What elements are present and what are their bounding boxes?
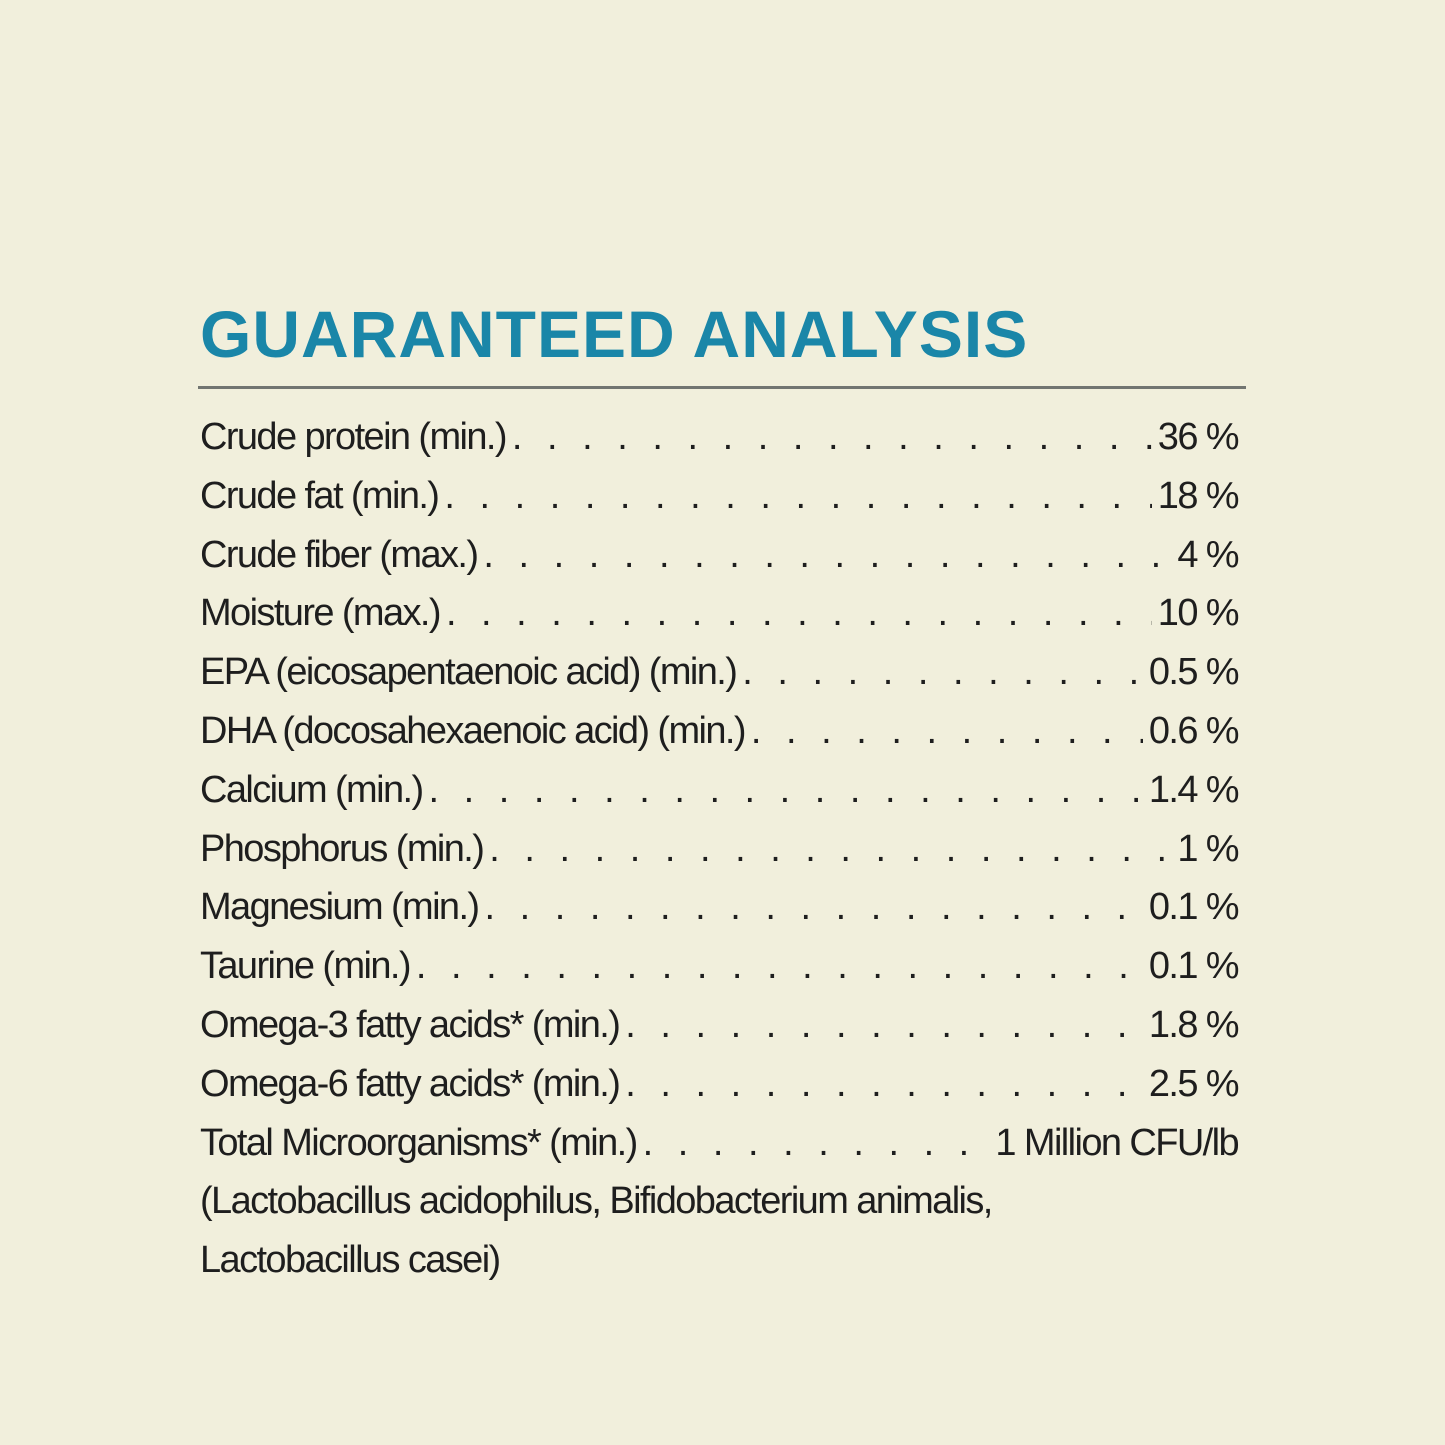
dot-leader — [643, 1114, 990, 1173]
nutrient-label: Moisture (max.) — [200, 592, 442, 635]
dot-leader — [512, 408, 1152, 467]
nutrient-value: 18 % — [1157, 474, 1240, 517]
dot-leader — [742, 643, 1143, 702]
dot-leader — [446, 584, 1152, 643]
nutrient-label: Omega-3 fatty acids* (min.) — [200, 1003, 621, 1046]
analysis-list: Crude protein (min.) 36 % Crude fat (min.)… — [200, 408, 1240, 1290]
analysis-row: Crude fiber (max.) 4 % — [200, 526, 1240, 585]
analysis-row: Total Microorganisms* (min.) 1 Million CF… — [200, 1114, 1240, 1173]
dot-leader — [484, 878, 1142, 937]
nutrient-label: Calcium (min.) — [200, 768, 424, 811]
analysis-row: Taurine (min.) 0.1 % — [200, 937, 1240, 996]
nutrient-label: Phosphorus (min.) — [200, 827, 485, 870]
page-title: GUARANTEED ANALYSIS — [200, 297, 1029, 371]
analysis-row: EPA (eicosapentaenoic acid) (min.) 0.5 % — [200, 643, 1240, 702]
nutrient-label: Crude fat (min.) — [200, 474, 440, 517]
nutrient-label: Omega-6 fatty acids* (min.) — [200, 1062, 621, 1105]
analysis-row: Crude fat (min.) 18 % — [200, 467, 1240, 526]
analysis-row: Calcium (min.) 1.4 % — [200, 761, 1240, 820]
nutrient-value: 4 % — [1177, 533, 1239, 576]
nutrient-value: 0.1 % — [1148, 886, 1240, 929]
nutrient-label: Magnesium (min.) — [200, 886, 480, 929]
nutrient-value: 10 % — [1157, 592, 1240, 635]
nutrient-value: 1.8 % — [1148, 1003, 1240, 1046]
nutrient-value: 0.5 % — [1148, 651, 1240, 694]
dot-leader — [751, 702, 1143, 761]
microorganism-note: Lactobacillus casei) — [200, 1239, 501, 1282]
nutrient-value: 2.5 % — [1148, 1062, 1240, 1105]
nutrient-label: Taurine (min.) — [200, 945, 411, 988]
microorganism-note: (Lactobacillus acidophilus, Bifidobacter… — [200, 1180, 993, 1223]
divider — [198, 386, 1246, 389]
dot-leader — [483, 526, 1171, 585]
analysis-row: Omega-6 fatty acids* (min.) 2.5 % — [200, 1055, 1240, 1114]
analysis-row: DHA (docosahexaenoic acid) (min.) 0.6 % — [200, 702, 1240, 761]
nutrient-value: 0.1 % — [1148, 945, 1240, 988]
analysis-row: Phosphorus (min.) 1 % — [200, 820, 1240, 879]
dot-leader — [416, 937, 1143, 996]
dot-leader — [444, 467, 1151, 526]
dot-leader — [489, 820, 1171, 879]
nutrient-value: 36 % — [1157, 416, 1240, 458]
analysis-row: Crude protein (min.) 36 % — [200, 408, 1240, 467]
nutrient-label: Crude fiber (max.) — [200, 533, 479, 576]
nutrient-value: 1.4 % — [1148, 768, 1240, 811]
nutrient-label: EPA (eicosapentaenoic acid) (min.) — [200, 651, 738, 694]
dot-leader — [625, 1055, 1143, 1114]
nutrient-value: 1 Million CFU/lb — [995, 1121, 1239, 1164]
analysis-row: Magnesium (min.) 0.1 % — [200, 878, 1240, 937]
dot-leader — [429, 761, 1143, 820]
analysis-row: Omega-3 fatty acids* (min.) 1.8 % — [200, 996, 1240, 1055]
analysis-row: Moisture (max.) 10 % — [200, 584, 1240, 643]
dot-leader — [625, 996, 1143, 1055]
nutrient-label: DHA (docosahexaenoic acid) (min.) — [200, 709, 747, 752]
nutrient-label: Total Microorganisms* (min.) — [200, 1121, 638, 1164]
nutrient-value: 1 % — [1177, 827, 1239, 870]
nutrient-label: Crude protein (min.) — [200, 416, 508, 458]
nutrient-value: 0.6 % — [1148, 709, 1240, 752]
